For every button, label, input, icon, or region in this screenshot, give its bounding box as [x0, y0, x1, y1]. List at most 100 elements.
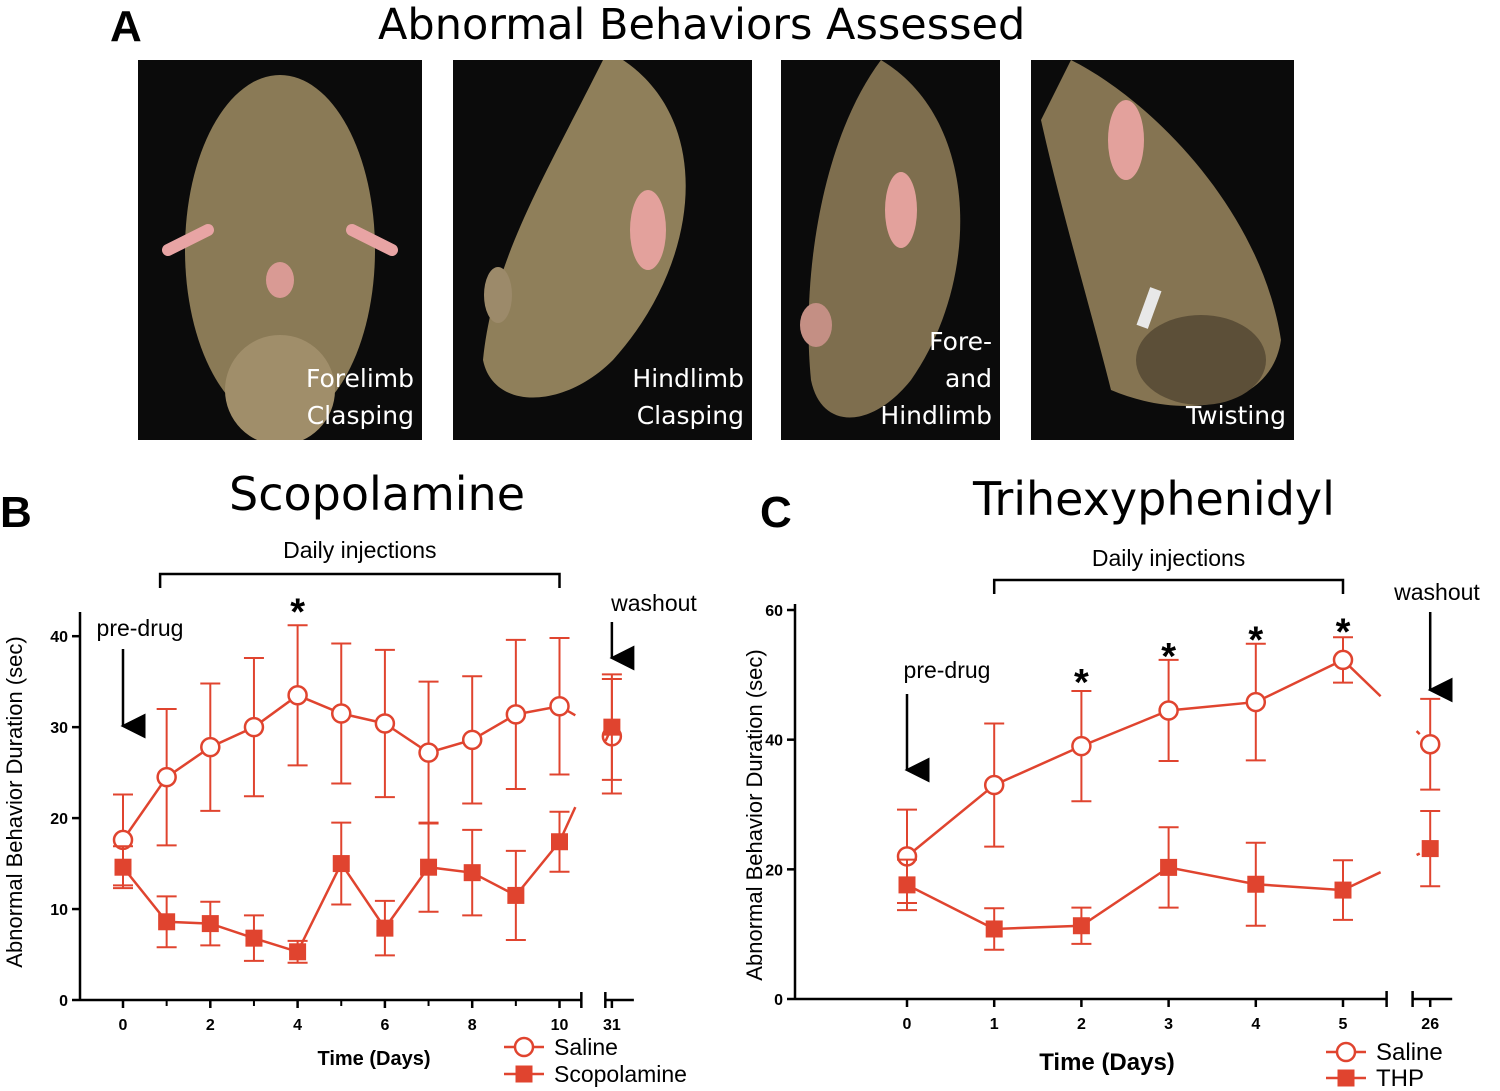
y-axis-label: Abnormal Behavior Duration (sec) [2, 636, 27, 967]
data-point-saline [505, 704, 527, 725]
predrug-label: pre-drug [904, 657, 991, 683]
data-point-saline [549, 695, 570, 717]
chart-b-title: Scopolamine [229, 467, 525, 521]
data-point-scopolamine [551, 833, 568, 851]
injection-label: Daily injections [1092, 545, 1245, 571]
x-tick-label: 2 [1077, 1016, 1086, 1033]
y-tick-label: 60 [765, 603, 783, 620]
legend-label: Saline [554, 1034, 618, 1060]
trihexyphenidyl-chart: 0 20 40 60 0 1 2 3 4 5 26 Time (Days) Abnormal Behav… [742, 545, 1480, 1091]
x-tick-label: 31 [603, 1017, 621, 1034]
legend-label: Saline [1376, 1039, 1443, 1066]
legend-marker [1337, 1069, 1355, 1087]
significance-star: * [290, 591, 305, 633]
data-point-scopolamine [332, 855, 350, 873]
y-axis-label: Abnormal Behavior Duration (sec) [742, 649, 767, 980]
legend-label: Scopolamine [554, 1061, 687, 1087]
series-line-thp [906, 866, 1344, 931]
series-connector [1415, 730, 1421, 735]
data-point-scopolamine [507, 886, 525, 904]
x-tick-label: 5 [1339, 1016, 1348, 1033]
y-tick-label: 10 [50, 902, 68, 919]
data-point-scopolamine [603, 718, 621, 736]
data-point-saline [1332, 649, 1354, 671]
photo-caption: Hindlimb Clasping [632, 364, 744, 430]
significance-star: * [1161, 636, 1176, 678]
data-point-saline [461, 729, 483, 751]
data-point-scopolamine [420, 858, 438, 876]
data-point-scopolamine [201, 915, 219, 933]
y-tick-label: 0 [59, 993, 68, 1010]
mouse-photo-icon [162, 75, 398, 440]
photo-twisting: Twisting [1031, 60, 1294, 440]
photo-caption: Twisting [1185, 401, 1286, 430]
x-tick-label: 10 [551, 1017, 569, 1034]
scopolamine-chart: 0 10 20 30 40 0 2 4 6 8 10 31 Time (Days) Abnormal Be… [2, 537, 697, 1087]
panel-c-letter: C [760, 488, 792, 537]
data-point-saline [1158, 700, 1179, 721]
x-tick-label: 4 [1251, 1016, 1260, 1033]
x-tick-label: 1 [990, 1016, 999, 1033]
data-point-saline [1245, 691, 1267, 713]
legend-marker [1335, 1041, 1357, 1063]
data-point-saline [983, 774, 1005, 796]
data-point-saline [418, 742, 439, 763]
predrug-label: pre-drug [97, 615, 184, 641]
photo-caption: Fore- and Hindlimb [880, 327, 992, 430]
data-point-saline [331, 703, 352, 724]
x-axis-label: Time (Days) [317, 1048, 430, 1070]
x-tick-label: 26 [1421, 1016, 1439, 1033]
photo-caption: Forelimb Clasping [305, 364, 414, 430]
data-point-thp [985, 920, 1003, 938]
data-point-scopolamine [463, 864, 481, 882]
data-point-scopolamine [114, 858, 132, 876]
significance-star: * [1074, 662, 1089, 704]
significance-star: * [1248, 620, 1263, 662]
series-line-saline [906, 658, 1344, 858]
data-point-thp [1421, 840, 1439, 858]
x-axis-label: Time (Days) [1039, 1049, 1175, 1076]
data-point-thp [898, 876, 916, 894]
data-point-thp [1160, 858, 1178, 876]
data-point-saline [200, 736, 221, 758]
y-tick-label: 20 [50, 811, 68, 828]
data-point-scopolamine [245, 929, 263, 947]
data-point-scopolamine [158, 913, 176, 931]
injection-label: Daily injections [283, 537, 436, 563]
injection-bracket [158, 572, 561, 588]
y-tick-label: 0 [774, 992, 783, 1009]
data-point-scopolamine [376, 919, 394, 937]
x-tick-label: 6 [380, 1017, 389, 1034]
panel-a-letter: A [110, 2, 142, 51]
legend-label: THP [1376, 1065, 1424, 1091]
panel-a-title: Abnormal Behaviors Assessed [378, 0, 1026, 50]
data-point-saline [1419, 733, 1441, 755]
data-point-scopolamine [289, 943, 307, 961]
series-connector [1416, 852, 1421, 857]
washout-label: washout [610, 590, 697, 616]
data-point-saline [374, 713, 396, 734]
x-tick-label: 3 [1164, 1016, 1173, 1033]
mouse-photo-icon [1041, 60, 1281, 406]
data-point-thp [1247, 875, 1265, 893]
legend-marker [515, 1065, 533, 1083]
photo-fore-and-hindlimb: Fore- and Hindlimb [781, 60, 1000, 440]
data-point-thp [1334, 881, 1352, 899]
y-tick-label: 40 [765, 733, 783, 750]
x-tick-label: 0 [903, 1016, 912, 1033]
washout-label: washout [1393, 579, 1480, 605]
panel-b-letter: B [0, 488, 32, 537]
injection-bracket [992, 578, 1345, 594]
data-point-saline [243, 716, 265, 738]
x-tick-label: 4 [293, 1017, 302, 1034]
chart-c-title: Trihexyphenidyl [973, 472, 1335, 526]
y-tick-label: 20 [765, 862, 783, 879]
data-point-saline [1071, 735, 1092, 757]
x-tick-label: 8 [468, 1017, 477, 1034]
significance-star: * [1336, 611, 1351, 653]
photo-hindlimb-clasping: Hindlimb Clasping [453, 60, 752, 440]
y-tick-label: 30 [50, 720, 68, 737]
legend-marker [513, 1036, 535, 1058]
data-point-saline [287, 685, 308, 706]
data-point-thp [1072, 917, 1090, 935]
